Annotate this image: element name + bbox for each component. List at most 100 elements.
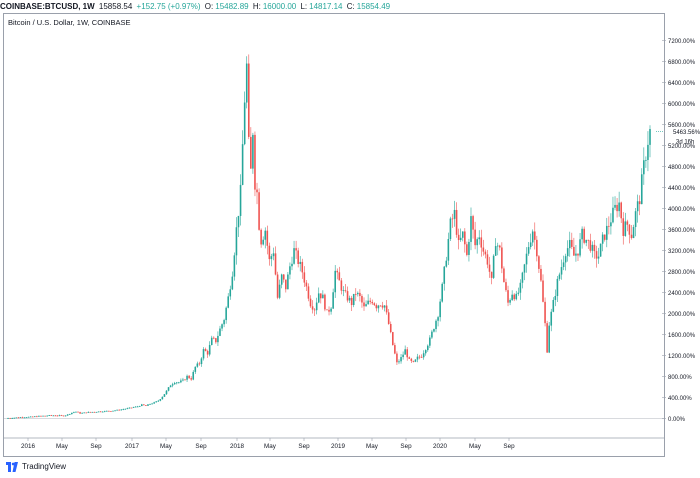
candle-body	[400, 357, 402, 362]
candle-body	[278, 284, 281, 298]
candle-body	[354, 293, 357, 295]
candle-body	[46, 415, 48, 417]
candle-body	[449, 218, 452, 240]
candle-body	[593, 244, 596, 252]
candle-body	[21, 417, 24, 419]
candle-body	[616, 204, 618, 212]
candle-body	[455, 209, 458, 235]
x-tick-label: May	[366, 443, 379, 450]
chart-header: COINBASE:BTCUSD, 1W 15858.54 +152.75 (+0…	[0, 0, 700, 13]
candle-body	[223, 320, 225, 325]
candle-body	[52, 415, 55, 417]
candle-body	[624, 221, 627, 236]
candle-body	[618, 202, 620, 212]
candle-body	[322, 294, 324, 299]
low-label: L:	[300, 2, 308, 11]
candle-body	[367, 300, 369, 305]
candle-body	[523, 264, 526, 273]
candle-body	[484, 251, 487, 255]
candle-body	[568, 239, 571, 249]
tradingview-logo-icon	[6, 462, 18, 472]
candle-body	[71, 412, 73, 415]
candle-body	[328, 309, 330, 312]
candle-body	[398, 361, 400, 363]
chart-frame[interactable]	[3, 13, 665, 457]
candle-body	[213, 337, 215, 339]
symbol-label[interactable]: COINBASE:BTCUSD, 1W	[0, 2, 95, 11]
y-tick-label: 6800.00%	[668, 60, 696, 66]
candle-body	[363, 302, 365, 307]
candle-body	[515, 293, 518, 300]
candle-body	[106, 410, 108, 412]
candle-body	[60, 415, 63, 417]
candle-body	[583, 228, 585, 243]
y-tick-label: 2800.00%	[668, 270, 696, 276]
candle-body	[437, 317, 439, 321]
candle-body	[303, 272, 306, 283]
countdown-label: 3d 16h	[676, 140, 694, 146]
candle-body	[420, 356, 423, 358]
candle-body	[350, 297, 353, 306]
candle-body	[605, 225, 608, 240]
candle-body	[124, 408, 127, 410]
candle-body	[262, 239, 264, 245]
candle-body	[556, 278, 559, 297]
candle-body	[488, 264, 491, 272]
candle-body	[147, 404, 149, 406]
candle-body	[459, 237, 462, 241]
candle-body	[204, 349, 207, 352]
candle-body	[548, 325, 550, 353]
tradingview-brand[interactable]: TradingView	[22, 462, 67, 471]
candle-body	[470, 216, 472, 242]
candle-body	[381, 305, 384, 308]
candle-body	[601, 234, 604, 244]
candle-body	[200, 358, 203, 365]
candle-body	[280, 274, 283, 285]
candle-body	[638, 201, 641, 205]
candle-body	[140, 404, 143, 407]
candle-body	[513, 294, 516, 300]
candle-body	[587, 239, 590, 241]
x-tick-label: May	[264, 443, 277, 450]
candle-body	[342, 290, 345, 292]
candle-body	[161, 396, 164, 400]
candle-body	[486, 254, 489, 265]
candle-body	[299, 261, 302, 264]
candle-body	[56, 415, 59, 417]
candle-body	[352, 293, 355, 306]
candle-body	[478, 237, 481, 240]
candle-body	[58, 415, 61, 417]
candle-body	[326, 309, 328, 311]
candle-body	[7, 418, 9, 419]
candle-body	[429, 337, 431, 346]
candle-body	[531, 231, 534, 243]
candle-body	[540, 268, 542, 281]
candle-body	[171, 384, 174, 386]
y-tick-label: 400.00%	[668, 396, 692, 402]
candle-body	[159, 399, 162, 401]
y-tick-label: 0.00%	[668, 417, 686, 423]
footer: TradingView	[0, 458, 700, 478]
candle-body	[496, 245, 499, 247]
candle-body	[560, 267, 563, 275]
y-tick-label: 4800.00%	[668, 165, 696, 171]
candle-body	[128, 407, 131, 409]
candle-body	[295, 248, 297, 251]
candle-body	[48, 415, 51, 416]
candle-body	[307, 286, 310, 299]
candle-body	[457, 234, 460, 241]
candle-body	[552, 299, 555, 312]
candle-body	[260, 229, 262, 245]
candle-body	[394, 345, 396, 354]
candle-body	[110, 410, 112, 412]
candle-body	[511, 294, 513, 300]
candle-body	[103, 410, 106, 412]
candle-body	[315, 302, 318, 311]
candle-body	[550, 311, 553, 326]
candle-body	[112, 410, 114, 412]
candle-body	[114, 410, 116, 412]
candle-body	[34, 416, 36, 418]
candle-body	[643, 160, 645, 175]
candle-body	[210, 337, 213, 346]
